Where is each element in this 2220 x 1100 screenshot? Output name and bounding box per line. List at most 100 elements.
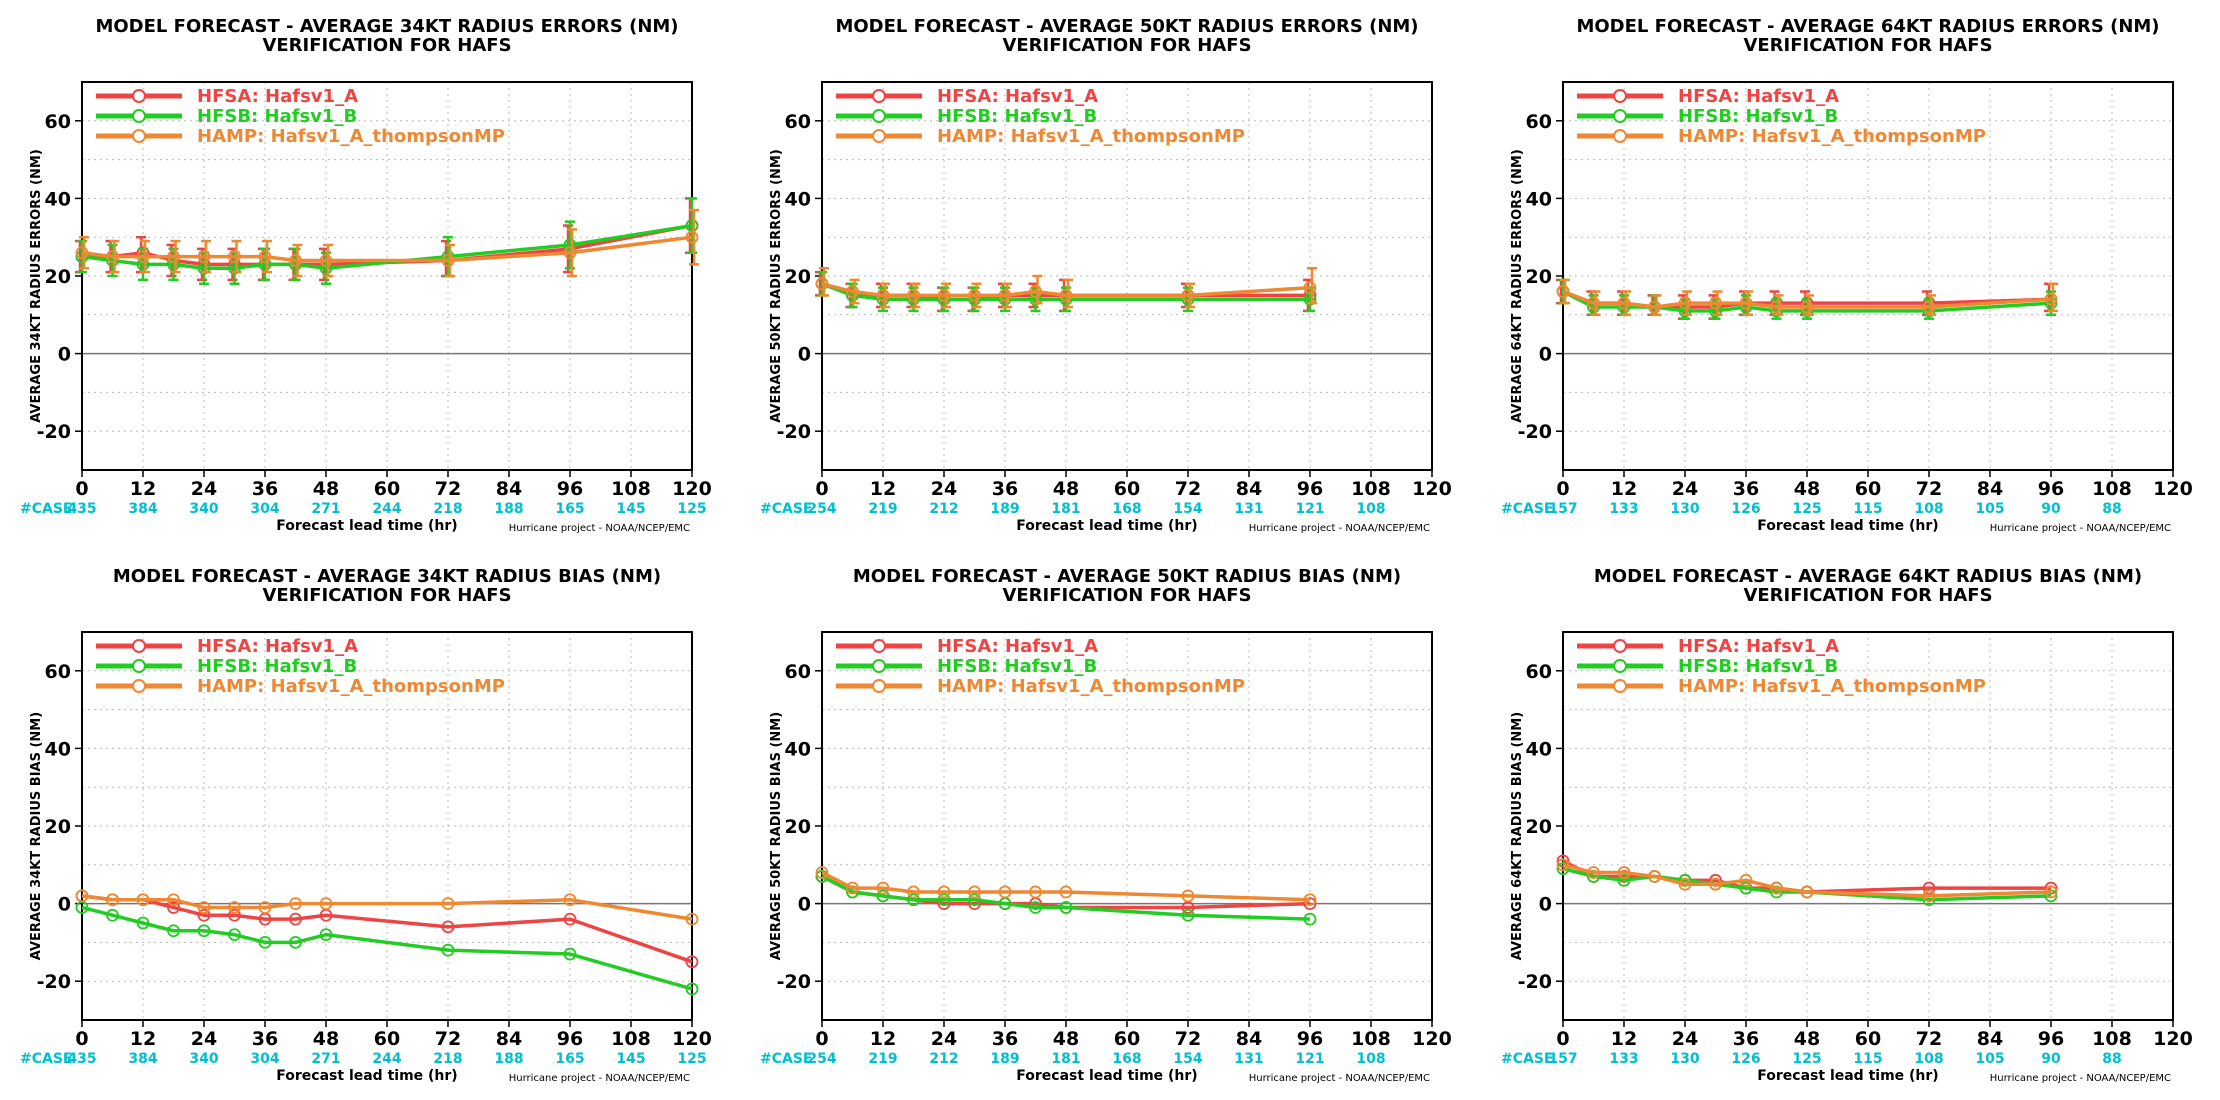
data-point — [937, 288, 951, 302]
case-count-label: 125 — [1792, 1051, 1821, 1067]
case-count-label: 181 — [1051, 1051, 1080, 1067]
data-point — [258, 257, 272, 271]
x-tick-label: 84 — [1977, 1028, 2003, 1050]
chart-panel-3: MODEL FORECAST - AVERAGE 64KT RADIUS ERR… — [1501, 16, 2193, 534]
x-tick-label: 24 — [931, 1028, 957, 1050]
series-line — [1562, 289, 2052, 309]
case-count-label: 219 — [868, 501, 897, 517]
case-count-label: 218 — [433, 1051, 462, 1067]
data-point — [563, 912, 577, 926]
x-tick-label: 96 — [1297, 478, 1323, 500]
data-point — [1617, 866, 1631, 879]
data-point — [876, 881, 890, 895]
y-tick-label: 0 — [1539, 894, 1552, 916]
x-tick-label: 36 — [1733, 478, 1759, 500]
y-tick-label: 60 — [1526, 661, 1552, 683]
data-point — [1059, 288, 1073, 302]
chart-panel-5: MODEL FORECAST - AVERAGE 50KT RADIUS BIA… — [760, 566, 1452, 1084]
data-point — [228, 901, 241, 914]
case-count-label: 271 — [311, 1051, 340, 1067]
data-point — [998, 885, 1012, 899]
case-count-label: 90 — [2041, 1051, 2061, 1067]
legend-label: HFSA: Hafsv1_A — [937, 86, 1098, 107]
y-axis-label: AVERAGE 34KT RADIUS BIAS (NM) — [29, 712, 44, 960]
case-prefix-label: #CASE — [20, 501, 73, 517]
case-count-label: 435 — [67, 1051, 96, 1067]
y-axis-label: AVERAGE 50KT RADIUS BIAS (NM) — [769, 712, 784, 960]
data-point — [937, 885, 951, 899]
x-tick-label: 120 — [1412, 478, 1452, 500]
legend-label: HFSB: Hafsv1_B — [937, 106, 1097, 127]
legend-marker — [132, 639, 146, 653]
x-tick-label: 48 — [1053, 1028, 1079, 1050]
case-count-label: 168 — [1112, 501, 1141, 517]
legend-label: HFSA: Hafsv1_A — [197, 86, 358, 107]
case-count-label: 188 — [494, 501, 523, 517]
data-point — [2044, 292, 2058, 306]
data-point — [197, 908, 211, 922]
x-tick-label: 96 — [1297, 1028, 1323, 1050]
y-tick-label: 60 — [785, 661, 811, 683]
case-count-label: 384 — [128, 1051, 157, 1067]
data-point — [1709, 296, 1722, 310]
y-axis-label: AVERAGE 64KT RADIUS BIAS (NM) — [1510, 712, 1525, 960]
data-point — [106, 250, 119, 264]
data-point — [228, 908, 241, 922]
chart-title: MODEL FORECAST - AVERAGE 34KT RADIUS ERR… — [95, 16, 678, 37]
legend-label: HFSA: Hafsv1_A — [937, 636, 1098, 657]
x-axis-label: Forecast lead time (hr) — [1016, 1068, 1197, 1084]
case-count-label: 254 — [807, 501, 836, 517]
series-3 — [75, 208, 699, 278]
data-point — [258, 901, 272, 914]
series-line — [821, 282, 1310, 302]
y-axis-label: AVERAGE 64KT RADIUS ERRORS (NM) — [1510, 149, 1525, 423]
data-point — [685, 912, 699, 926]
x-tick-label: 84 — [1977, 478, 2003, 500]
case-count-label: 154 — [1173, 1051, 1202, 1067]
case-count-label: 108 — [1914, 501, 1943, 517]
case-count-label: 108 — [1914, 1051, 1943, 1067]
case-count-label: 145 — [616, 501, 645, 517]
data-point — [258, 250, 272, 264]
data-point — [1617, 873, 1631, 887]
x-axis-label: Forecast lead time (hr) — [1757, 1068, 1938, 1084]
case-count-label: 254 — [807, 1051, 836, 1067]
data-point — [167, 257, 180, 271]
data-point — [75, 889, 89, 903]
credit-label: Hurricane project - NOAA/NCEP/EMC — [1990, 523, 2171, 534]
y-tick-label: 60 — [1526, 111, 1552, 133]
y-tick-label: 60 — [785, 111, 811, 133]
data-point — [319, 928, 333, 942]
legend-marker — [132, 89, 146, 103]
case-count-label: 108 — [1356, 1051, 1385, 1067]
y-tick-label: 0 — [58, 894, 71, 916]
data-point — [1770, 881, 1783, 895]
y-tick-label: 20 — [1526, 816, 1552, 838]
chart-title: MODEL FORECAST - AVERAGE 34KT RADIUS BIA… — [113, 566, 661, 587]
case-count-label: 189 — [990, 1051, 1019, 1067]
data-point — [2044, 889, 2058, 903]
case-count-label: 125 — [677, 1051, 706, 1067]
data-point — [1181, 908, 1195, 922]
x-tick-label: 12 — [1611, 1028, 1637, 1050]
series-line — [1562, 289, 2052, 313]
y-tick-label: 40 — [1526, 188, 1552, 210]
credit-label: Hurricane project - NOAA/NCEP/EMC — [1990, 1073, 2171, 1084]
data-point — [1678, 877, 1692, 891]
case-count-label: 115 — [1853, 1051, 1882, 1067]
legend-label: HAMP: Hafsv1_A_thompsonMP — [197, 126, 505, 147]
y-axis-label: AVERAGE 34KT RADIUS ERRORS (NM) — [29, 149, 44, 423]
x-tick-label: 12 — [130, 1028, 156, 1050]
x-tick-label: 60 — [1855, 478, 1881, 500]
data-point — [685, 230, 699, 244]
x-tick-label: 72 — [1916, 478, 1942, 500]
legend-label: HFSB: Hafsv1_B — [197, 656, 357, 677]
data-point — [136, 916, 150, 930]
x-tick-label: 96 — [557, 478, 583, 500]
data-point — [1556, 862, 1570, 876]
y-tick-label: 0 — [798, 894, 811, 916]
case-prefix-label: #CASE — [1501, 1051, 1554, 1067]
x-tick-label: 108 — [611, 1028, 651, 1050]
legend-marker — [132, 109, 146, 123]
legend-label: HAMP: Hafsv1_A_thompsonMP — [1678, 676, 1986, 697]
